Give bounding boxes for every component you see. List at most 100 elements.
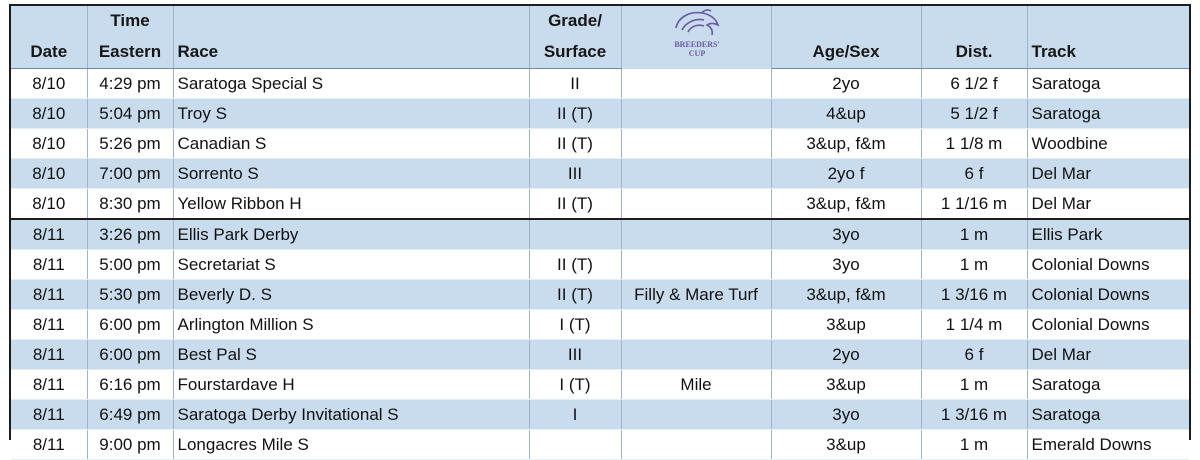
cell-age-sex: 2yo [771,68,922,99]
cell-breeders-cup [621,98,772,129]
cell-time: 5:04 pm [87,98,174,129]
cell-track: Colonial Downs [1027,309,1189,340]
cell-time: 6:00 pm [87,339,174,370]
cell-dist: 1 m [921,219,1028,250]
cell-track: Saratoga [1027,68,1189,99]
breeders-cup-logo-cell: BREEDERS' CUP [621,6,772,69]
header-time-line1: Time [87,6,174,36]
cell-age-sex: 3&up [771,309,922,340]
cell-breeders-cup [621,309,772,340]
cell-date: 8/10 [11,98,88,129]
cell-dist: 1 1/16 m [921,188,1028,220]
cell-age-sex: 3&up, f&m [771,188,922,220]
cell-breeders-cup [621,158,772,189]
cell-time: 8:30 pm [87,188,174,220]
cell-age-sex: 4&up [771,98,922,129]
cell-track: Saratoga [1027,399,1189,430]
table-row: 8/10 4:29 pm Saratoga Special S II 2yo 6… [11,68,1189,99]
cell-age-sex: 3yo [771,249,922,280]
cell-dist: 1 m [921,429,1028,460]
header-date: Date [11,36,88,69]
cell-time: 6:00 pm [87,309,174,340]
cell-time: 3:26 pm [87,219,174,250]
cell-dist: 1 3/16 m [921,279,1028,310]
header-time-line2: Eastern [87,36,174,69]
cell-age-sex: 3yo [771,399,922,430]
cell-race: Beverly D. S [173,279,530,310]
cell-grade: III [529,339,622,370]
cell-track: Woodbine [1027,128,1189,159]
cell-race: Ellis Park Derby [173,219,530,250]
cell-time: 5:00 pm [87,249,174,280]
cell-dist: 6 f [921,339,1028,370]
cell-race: Yellow Ribbon H [173,188,530,220]
cell-grade: I [529,399,622,430]
header-age-sex: Age/Sex [771,36,922,69]
cell-date: 8/11 [11,339,88,370]
cell-age-sex: 2yo f [771,158,922,189]
cell-track: Emerald Downs [1027,429,1189,460]
table-row: 8/10 5:26 pm Canadian S II (T) 3&up, f&m… [11,128,1189,159]
cell-grade: II (T) [529,128,622,159]
header-row-top: Time Grade/ BREEDERS' CUP [11,6,1189,69]
cell-breeders-cup [621,219,772,250]
cell-grade [529,429,622,460]
cell-track: Ellis Park [1027,219,1189,250]
table-row: 8/11 5:30 pm Beverly D. S II (T) Filly &… [11,279,1189,310]
cell-race: Canadian S [173,128,530,159]
cell-date: 8/11 [11,279,88,310]
cell-breeders-cup [621,128,772,159]
cell-dist: 6 f [921,158,1028,189]
cell-grade: III [529,158,622,189]
cell-time: 6:49 pm [87,399,174,430]
cell-date: 8/11 [11,399,88,430]
cell-race: Saratoga Derby Invitational S [173,399,530,430]
cell-breeders-cup [621,429,772,460]
cell-track: Del Mar [1027,188,1189,220]
cell-track: Saratoga [1027,98,1189,129]
cell-time: 7:00 pm [87,158,174,189]
cell-grade: II (T) [529,98,622,129]
cell-race: Fourstardave H [173,369,530,400]
cell-grade: II (T) [529,249,622,280]
cell-age-sex: 3&up [771,369,922,400]
header-race: Race [173,36,530,69]
header-row-bottom: Date Eastern Race Surface Age/Sex Dist. … [11,36,1189,69]
cell-time: 6:16 pm [87,369,174,400]
cell-dist: 1 3/16 m [921,399,1028,430]
cell-time: 5:30 pm [87,279,174,310]
cell-race: Saratoga Special S [173,68,530,99]
cell-date: 8/10 [11,68,88,99]
cell-grade: I (T) [529,309,622,340]
header-dist-top [921,6,1028,36]
cell-breeders-cup [621,188,772,220]
cell-time: 4:29 pm [87,68,174,99]
cell-age-sex: 2yo [771,339,922,370]
header-track-top [1027,6,1189,36]
cell-date: 8/10 [11,128,88,159]
cell-time: 9:00 pm [87,429,174,460]
cell-race: Arlington Million S [173,309,530,340]
table-row: 8/10 5:04 pm Troy S II (T) 4&up 5 1/2 f … [11,98,1189,129]
cell-grade: II [529,68,622,99]
header-date-top [11,6,88,36]
cell-dist: 1 1/4 m [921,309,1028,340]
cell-date: 8/10 [11,158,88,189]
cell-date: 8/11 [11,249,88,280]
cell-race: Longacres Mile S [173,429,530,460]
cell-grade [529,219,622,250]
cell-breeders-cup [621,339,772,370]
cell-race: Best Pal S [173,339,530,370]
cell-age-sex: 3&up, f&m [771,128,922,159]
cell-track: Del Mar [1027,339,1189,370]
table-row: 8/11 6:49 pm Saratoga Derby Invitational… [11,399,1189,430]
breeders-cup-horse-logo-icon: BREEDERS' CUP [674,9,719,58]
table-row: 8/10 7:00 pm Sorrento S III 2yo f 6 f De… [11,158,1189,189]
cell-track: Colonial Downs [1027,279,1189,310]
cell-grade: I (T) [529,369,622,400]
cell-dist: 1 m [921,369,1028,400]
cell-grade: II (T) [529,279,622,310]
logo-text-breeders: BREEDERS' [674,40,719,49]
cell-dist: 5 1/2 f [921,98,1028,129]
table-row: 8/11 6:00 pm Arlington Million S I (T) 3… [11,309,1189,340]
